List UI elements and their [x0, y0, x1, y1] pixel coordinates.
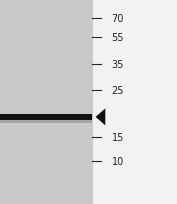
Bar: [0, 114, 92, 120]
Text: 35: 35: [112, 59, 124, 69]
Bar: [0, 0, 92, 204]
Text: 25: 25: [112, 86, 124, 96]
Bar: [0, 120, 92, 123]
Text: 55: 55: [112, 33, 124, 43]
Text: 70: 70: [112, 14, 124, 24]
Text: 15: 15: [112, 133, 124, 143]
Bar: [92, 0, 177, 204]
Text: 10: 10: [112, 156, 124, 166]
Polygon shape: [96, 109, 105, 126]
